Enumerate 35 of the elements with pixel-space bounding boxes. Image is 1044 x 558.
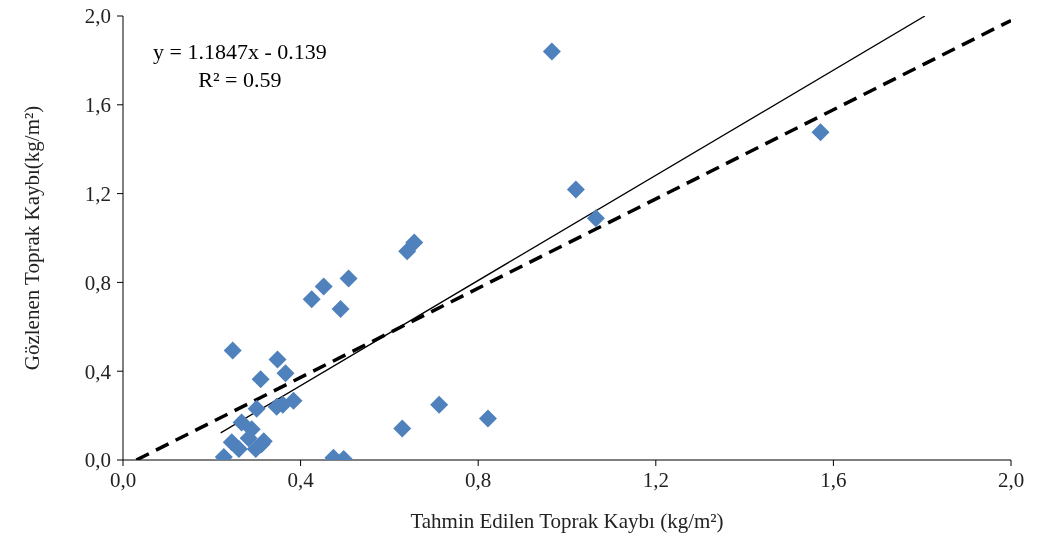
point — [247, 399, 266, 418]
point — [478, 409, 497, 428]
x-tick-label: 2,0 — [997, 467, 1025, 492]
x-axis-title: Tahmin Edilen Toprak Kaybı (kg/m²) — [410, 509, 724, 533]
annotation: R² = 0.59 — [197, 66, 283, 94]
point — [811, 123, 830, 142]
point — [251, 370, 270, 389]
y-tick-label: 1,2 — [84, 182, 111, 207]
x-tick-label: 0,4 — [287, 467, 315, 492]
y-tick-label: 1,6 — [84, 93, 111, 118]
point — [331, 300, 350, 319]
point — [430, 395, 449, 414]
point — [339, 269, 358, 288]
annotation: y = 1.1847x - 0.139 — [153, 38, 327, 66]
x-tick-label: 0,0 — [109, 467, 137, 492]
point — [229, 440, 248, 459]
point — [314, 277, 333, 296]
y-tick-label: 0,4 — [84, 359, 112, 384]
y-tick-label: 0,0 — [84, 448, 111, 473]
point — [268, 350, 287, 369]
x-tick-label: 1,2 — [642, 467, 669, 492]
point — [542, 42, 561, 61]
point — [393, 419, 412, 438]
y-tick-label: 2,0 — [84, 4, 111, 29]
point — [302, 290, 321, 309]
point — [566, 180, 585, 199]
y-tick-label: 0,8 — [84, 270, 111, 295]
y-axis-title: Gözlenen Toprak Kaybı(kg/m²) — [20, 105, 45, 371]
point — [586, 209, 605, 228]
point — [276, 364, 295, 383]
point — [405, 233, 424, 252]
x-tick-label: 0,8 — [465, 467, 492, 492]
x-tick-label: 1,6 — [820, 467, 847, 492]
point — [232, 413, 251, 432]
point — [223, 341, 242, 360]
